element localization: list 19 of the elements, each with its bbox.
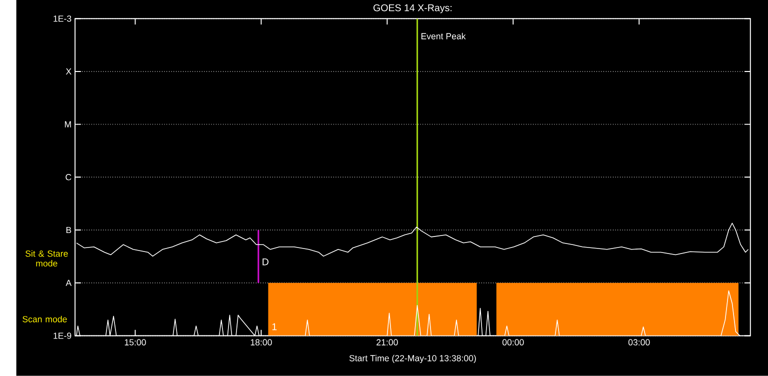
x-tick-label: 18:00	[250, 339, 272, 346]
x-tick-label: 15:00	[124, 339, 146, 346]
ref-line-label: Event Peak	[421, 32, 466, 40]
x-axis-title: Start Time (22-May-10 13:38:00)	[349, 354, 476, 364]
y-tick-label: B	[66, 227, 72, 234]
y-tick-label: M	[64, 121, 71, 128]
ref-line-label: D	[262, 258, 268, 266]
text: Sit & Stare mode	[26, 250, 68, 267]
x-tick-label: 00:00	[502, 339, 524, 346]
x-tick-label: 03:00	[628, 339, 650, 346]
y-tick-label: C	[66, 174, 72, 180]
chart-title: GOES 14 X-Rays:	[374, 4, 452, 14]
text: Scan mode	[22, 316, 67, 322]
x-tick-label: 21:00	[376, 339, 398, 346]
y-tick-label: X	[66, 68, 72, 75]
y-tick-label: 1E-3	[54, 16, 72, 22]
y-tick-label: A	[66, 280, 72, 286]
band-label: 1	[272, 323, 277, 330]
y-tick-label: 1E-9	[54, 332, 72, 339]
